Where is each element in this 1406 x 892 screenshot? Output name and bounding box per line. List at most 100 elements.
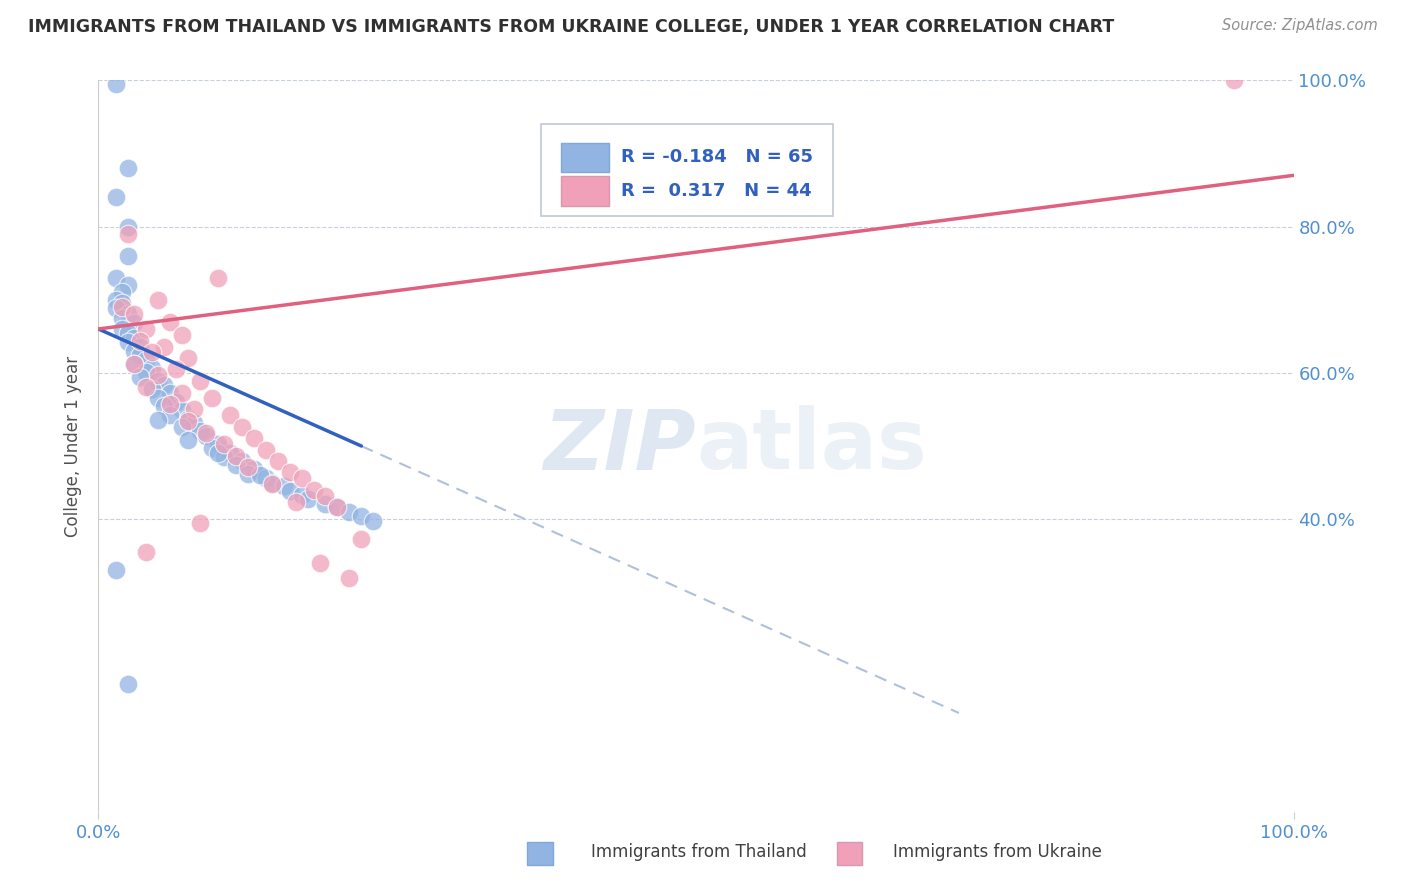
Point bbox=[326, 500, 349, 515]
Point bbox=[212, 437, 235, 451]
Point bbox=[297, 492, 319, 507]
Point bbox=[172, 385, 194, 400]
Point bbox=[249, 468, 271, 483]
Point bbox=[273, 479, 295, 493]
Point bbox=[183, 417, 205, 431]
Point bbox=[141, 345, 163, 359]
Point bbox=[194, 429, 218, 443]
Point bbox=[350, 532, 373, 546]
Text: IMMIGRANTS FROM THAILAND VS IMMIGRANTS FROM UKRAINE COLLEGE, UNDER 1 YEAR CORREL: IMMIGRANTS FROM THAILAND VS IMMIGRANTS F… bbox=[28, 18, 1115, 36]
Text: ZIP: ZIP bbox=[543, 406, 696, 486]
Text: R = -0.184   N = 65: R = -0.184 N = 65 bbox=[620, 148, 813, 166]
Point bbox=[177, 412, 200, 426]
Point bbox=[194, 425, 218, 440]
Text: Immigrants from Thailand: Immigrants from Thailand bbox=[591, 843, 806, 861]
Point bbox=[219, 409, 242, 423]
Point bbox=[254, 471, 277, 485]
Point bbox=[124, 357, 146, 371]
Point bbox=[135, 365, 157, 379]
Point bbox=[243, 462, 266, 476]
Point bbox=[111, 311, 134, 326]
Point bbox=[254, 442, 277, 457]
Point bbox=[105, 270, 128, 285]
Point bbox=[153, 378, 176, 392]
Point bbox=[201, 441, 224, 455]
Point bbox=[172, 403, 194, 417]
Point bbox=[117, 249, 139, 263]
Point bbox=[172, 420, 194, 434]
Point bbox=[124, 357, 146, 371]
Point bbox=[260, 477, 283, 491]
Point bbox=[148, 368, 170, 382]
Point bbox=[177, 351, 200, 366]
Text: Immigrants from Ukraine: Immigrants from Ukraine bbox=[893, 843, 1102, 861]
Point bbox=[188, 374, 211, 388]
Point bbox=[159, 315, 181, 329]
Point bbox=[148, 391, 170, 405]
Point bbox=[278, 466, 301, 480]
Point bbox=[135, 545, 157, 559]
Point bbox=[111, 285, 134, 300]
Point bbox=[243, 431, 266, 445]
Point bbox=[350, 509, 373, 524]
Point bbox=[231, 454, 253, 468]
Point bbox=[129, 334, 152, 348]
Text: atlas: atlas bbox=[696, 406, 927, 486]
Point bbox=[124, 331, 146, 345]
Point bbox=[105, 563, 128, 577]
Point bbox=[117, 335, 139, 350]
Point bbox=[1222, 73, 1246, 87]
Point bbox=[111, 296, 134, 310]
Point bbox=[124, 343, 146, 358]
Point bbox=[105, 190, 128, 204]
Point bbox=[159, 396, 181, 410]
Point bbox=[148, 293, 170, 307]
Text: R =  0.317   N = 44: R = 0.317 N = 44 bbox=[620, 182, 811, 200]
Point bbox=[117, 219, 139, 234]
Point bbox=[236, 460, 259, 475]
Point bbox=[153, 339, 176, 353]
Point bbox=[267, 454, 290, 468]
Point bbox=[183, 402, 205, 417]
Point bbox=[117, 278, 139, 293]
Point bbox=[117, 307, 139, 321]
Text: Source: ZipAtlas.com: Source: ZipAtlas.com bbox=[1222, 18, 1378, 33]
FancyBboxPatch shape bbox=[561, 143, 609, 172]
Point bbox=[291, 488, 314, 502]
Point bbox=[326, 500, 349, 515]
Point bbox=[315, 497, 337, 511]
Point bbox=[207, 437, 229, 451]
Point bbox=[105, 301, 128, 316]
Point bbox=[231, 420, 253, 434]
Point bbox=[117, 227, 139, 241]
Point bbox=[153, 399, 176, 413]
Point bbox=[188, 516, 211, 530]
Point bbox=[363, 514, 385, 528]
Point bbox=[111, 322, 134, 336]
Point bbox=[117, 326, 139, 340]
Point bbox=[236, 467, 259, 481]
Point bbox=[278, 483, 301, 498]
FancyBboxPatch shape bbox=[540, 124, 834, 216]
Point bbox=[188, 425, 211, 439]
Point bbox=[177, 433, 200, 447]
Point bbox=[207, 446, 229, 460]
Point bbox=[117, 676, 139, 690]
Point bbox=[135, 322, 157, 336]
Point bbox=[284, 494, 307, 508]
Point bbox=[105, 293, 128, 307]
Point bbox=[105, 77, 128, 91]
Point bbox=[291, 471, 314, 485]
Point bbox=[141, 382, 163, 396]
Point bbox=[148, 413, 170, 427]
Point bbox=[148, 374, 170, 388]
Point bbox=[124, 307, 146, 321]
Point bbox=[315, 489, 337, 503]
Y-axis label: College, Under 1 year: College, Under 1 year bbox=[65, 355, 83, 537]
Point bbox=[302, 483, 325, 497]
FancyBboxPatch shape bbox=[561, 177, 609, 205]
Point bbox=[339, 505, 360, 519]
Point bbox=[117, 161, 139, 175]
Point bbox=[225, 449, 247, 463]
Point bbox=[165, 362, 187, 376]
